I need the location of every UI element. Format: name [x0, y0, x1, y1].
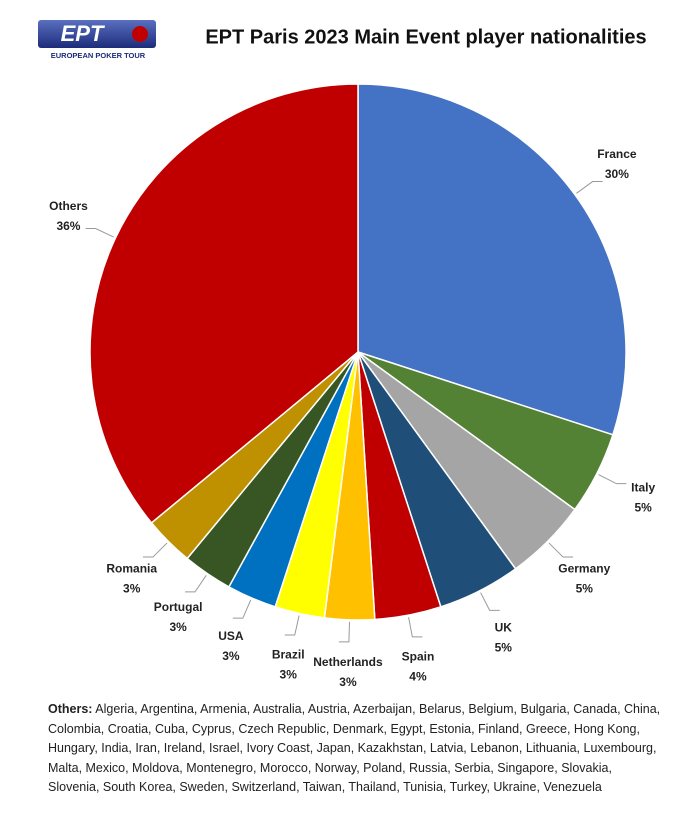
leader-line [142, 542, 168, 558]
slice-label: Portugal [154, 600, 203, 614]
slice-label: Germany [558, 561, 610, 575]
leader-line [338, 621, 351, 643]
chart: EPT EUROPEAN POKER TOUR EPT Paris 2023 M… [38, 20, 655, 689]
leader-line [548, 542, 574, 558]
slice-value-label: 5% [634, 500, 652, 514]
slice-value-label: 3% [123, 581, 141, 595]
logo-subtitle: EUROPEAN POKER TOUR [51, 51, 146, 60]
leader-line [480, 592, 500, 611]
slice-label: USA [218, 629, 244, 643]
slice-value-label: 3% [222, 649, 240, 663]
leader-line [576, 181, 603, 194]
slice-value-label: 4% [409, 670, 427, 684]
slice-label: Italy [631, 480, 655, 494]
leader-line [284, 615, 300, 636]
logo-text: EPT [61, 21, 105, 46]
logo-icon [132, 26, 148, 42]
slice-label: Netherlands [313, 655, 383, 669]
slice-label: UK [495, 620, 513, 634]
slice-value-label: 36% [56, 219, 80, 233]
leader-line [598, 474, 627, 485]
leader-line [184, 575, 207, 593]
pie-slice [357, 83, 627, 436]
footnote-label: Others: [48, 702, 93, 716]
slice-label: Spain [402, 650, 435, 664]
slice-label: France [597, 147, 637, 161]
slice-value-label: 5% [576, 581, 594, 595]
leader-line [408, 617, 423, 638]
leader-line [85, 228, 114, 238]
logo-badge [38, 20, 156, 48]
footnote: Others: Algeria, Argentina, Armenia, Aus… [48, 700, 663, 798]
slice-value-label: 5% [495, 640, 513, 654]
leader-line [232, 599, 252, 619]
pie: France 30% Italy 5% Germany 5% UK 5% Spain 4% Neth… [49, 83, 655, 689]
slice-value-label: 30% [605, 167, 629, 181]
chart-title: EPT Paris 2023 Main Event player nationa… [205, 26, 646, 48]
slice-label: Others [49, 199, 88, 213]
slice-value-label: 3% [280, 667, 298, 681]
footnote-text: Algeria, Argentina, Armenia, Australia, … [48, 702, 661, 794]
slice-label: Romania [106, 561, 157, 575]
slice-label: Brazil [272, 647, 305, 661]
slice-value-label: 3% [169, 620, 187, 634]
pie-slice [89, 83, 359, 524]
slice-value-label: 3% [339, 675, 357, 689]
